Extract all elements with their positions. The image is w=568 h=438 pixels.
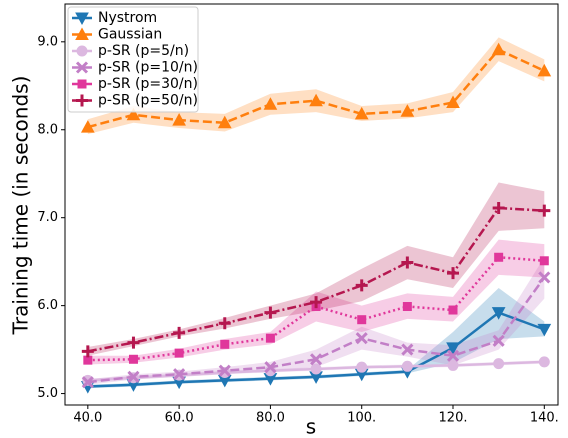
y-tick-label: 5.0	[37, 386, 58, 401]
marker	[492, 334, 505, 347]
marker	[355, 279, 368, 292]
marker	[174, 348, 184, 358]
marker	[263, 97, 278, 110]
marker	[356, 361, 368, 373]
marker	[218, 317, 231, 330]
marker	[310, 296, 323, 309]
legend-label: Gaussian	[98, 27, 162, 43]
confidence-band	[87, 288, 545, 389]
marker	[81, 376, 94, 389]
legend-box	[67, 6, 199, 113]
marker	[446, 95, 460, 108]
marker	[265, 333, 275, 343]
marker	[492, 202, 505, 215]
series-line	[87, 255, 545, 362]
marker	[264, 306, 277, 319]
y-tick-label: 9.0	[37, 34, 58, 49]
plot-frame	[64, 3, 559, 406]
marker	[355, 332, 368, 345]
marker	[126, 107, 141, 121]
legend-marker	[77, 79, 87, 89]
marker	[173, 368, 186, 381]
marker	[538, 271, 551, 284]
marker	[446, 349, 460, 362]
marker	[538, 204, 551, 217]
legend-label: Nystrom	[98, 10, 157, 26]
marker	[537, 323, 552, 337]
marker	[491, 42, 506, 56]
marker	[493, 358, 505, 370]
marker	[264, 361, 277, 374]
marker	[310, 363, 322, 375]
legend-label: p-SR (p=5/n)	[98, 43, 189, 59]
marker	[217, 115, 232, 129]
x-axis-label: s	[306, 415, 316, 438]
marker	[173, 326, 186, 339]
y-axis-label: Training time (in seconds)	[9, 76, 33, 336]
marker	[447, 267, 460, 280]
x-tick-label: 140.	[530, 411, 559, 426]
marker	[537, 63, 552, 77]
marker	[401, 343, 414, 356]
marker	[128, 354, 138, 364]
marker	[80, 120, 95, 133]
legend-label: p-SR (p=50/n)	[98, 93, 198, 109]
x-tick-label: 100.	[347, 411, 376, 426]
marker	[309, 93, 323, 107]
y-tick-label: 8.0	[37, 122, 58, 137]
confidence-band	[87, 257, 545, 385]
marker	[127, 336, 140, 349]
y-tick-label: 7.0	[37, 210, 58, 225]
legend-label: p-SR (p=30/n)	[98, 76, 198, 92]
marker	[354, 106, 369, 120]
series-line	[87, 48, 545, 129]
confidence-band	[87, 37, 545, 135]
marker	[172, 113, 186, 126]
marker	[446, 342, 460, 355]
marker	[127, 370, 140, 383]
x-tick-label: 120.	[439, 411, 468, 426]
legend-marker	[76, 94, 88, 107]
marker	[218, 364, 231, 377]
marker	[400, 104, 415, 117]
x-tick-label: 80.0	[256, 411, 285, 426]
marker	[81, 345, 94, 358]
marker	[357, 315, 367, 325]
marker	[539, 256, 549, 266]
marker	[310, 353, 323, 366]
marker	[401, 360, 413, 372]
legend-marker	[75, 27, 89, 40]
marker	[447, 359, 459, 371]
y-tick-label: 6.0	[37, 298, 58, 313]
marker	[494, 252, 504, 262]
x-tick-label: 40.0	[73, 411, 102, 426]
marker	[448, 305, 458, 315]
marker	[220, 339, 230, 349]
legend-marker	[76, 45, 88, 57]
legend-marker	[75, 12, 89, 26]
marker	[401, 256, 414, 269]
legend-label: p-SR (p=10/n)	[98, 60, 198, 76]
legend-marker	[75, 61, 89, 74]
marker	[491, 307, 506, 320]
x-tick-label: 60.0	[165, 411, 194, 426]
marker	[538, 356, 550, 368]
marker	[402, 302, 412, 312]
